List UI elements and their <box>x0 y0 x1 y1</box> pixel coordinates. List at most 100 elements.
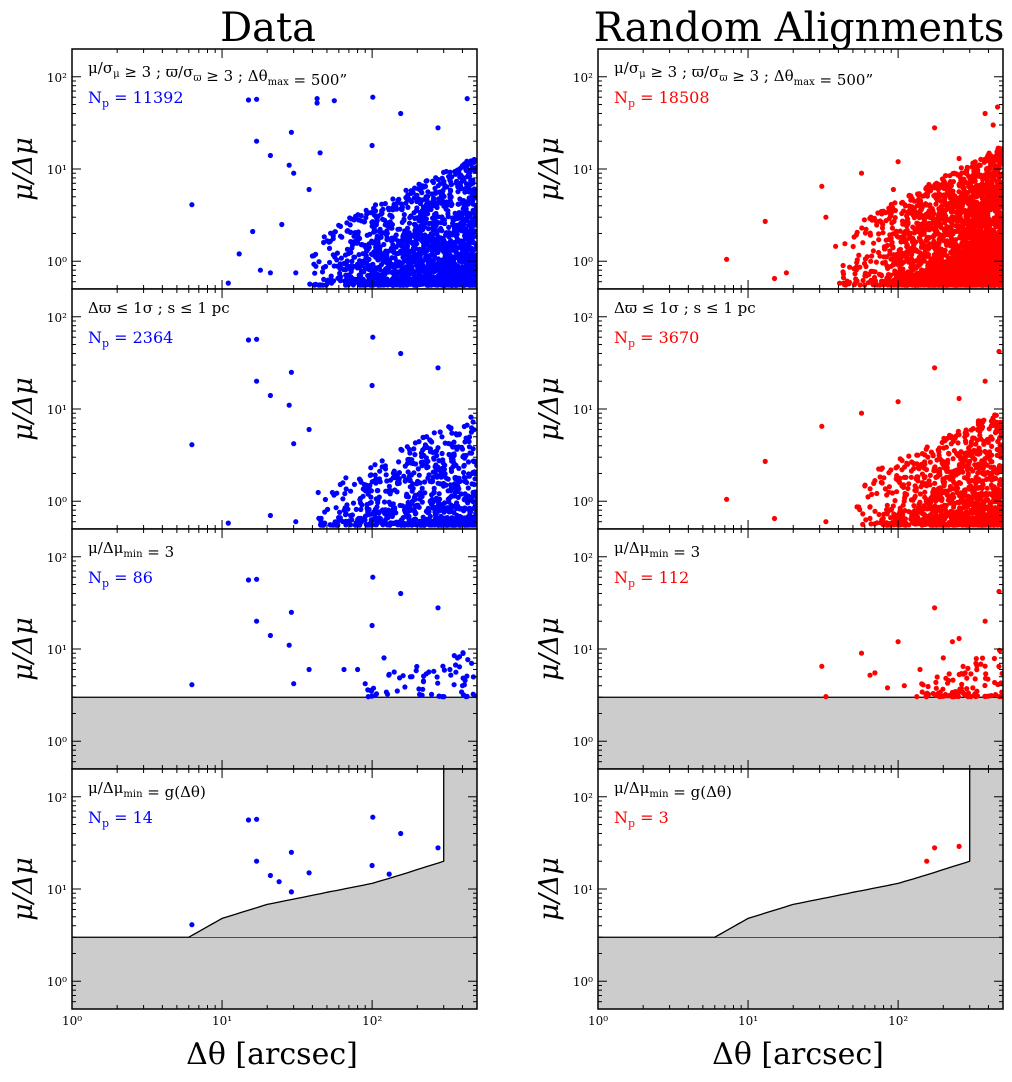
data-point <box>407 477 413 483</box>
data-point <box>449 505 455 511</box>
data-point <box>396 459 402 465</box>
data-point <box>458 491 464 497</box>
data-point <box>448 426 454 432</box>
data-point <box>457 174 463 180</box>
data-point <box>451 439 457 445</box>
data-point <box>337 509 343 515</box>
data-point <box>469 660 475 666</box>
data-point <box>445 476 451 482</box>
data-point <box>819 183 825 189</box>
x-tick-label: 10⁰ <box>62 1014 82 1028</box>
data-point <box>467 245 473 252</box>
data-point <box>458 186 464 192</box>
data-point <box>990 122 996 128</box>
data-point <box>386 871 392 877</box>
data-point <box>293 270 299 276</box>
data-point <box>471 239 477 246</box>
data-point <box>958 194 964 200</box>
data-point <box>414 481 420 487</box>
data-point <box>433 495 440 501</box>
data-point <box>861 217 868 223</box>
y-tick-label: 10⁰ <box>47 255 67 269</box>
data-point <box>864 254 870 260</box>
data-point <box>369 622 375 629</box>
data-point <box>406 446 412 453</box>
data-point <box>934 223 940 230</box>
data-point <box>427 437 433 443</box>
data-point <box>399 447 405 453</box>
data-point <box>461 216 467 222</box>
excluded-region-below-threshold <box>72 697 477 769</box>
data-point <box>359 502 365 508</box>
data-point <box>451 275 457 281</box>
data-point <box>448 494 454 500</box>
data-point <box>254 858 260 864</box>
data-point <box>306 666 312 673</box>
data-point <box>411 446 417 452</box>
data-point <box>465 506 472 512</box>
data-point <box>413 668 419 674</box>
data-point <box>373 691 380 697</box>
data-point <box>426 263 432 269</box>
data-point <box>340 518 346 525</box>
data-point <box>426 669 432 675</box>
data-point <box>435 183 441 189</box>
data-point <box>860 240 866 246</box>
data-point <box>245 817 252 823</box>
data-point <box>378 262 384 268</box>
data-point <box>423 267 429 273</box>
data-point <box>771 275 778 282</box>
data-point <box>363 215 369 221</box>
data-point <box>372 472 378 478</box>
data-point <box>254 96 260 102</box>
data-point <box>337 273 343 279</box>
data-point <box>947 173 953 179</box>
data-point <box>314 100 320 106</box>
data-point <box>313 263 319 269</box>
data-point <box>429 191 435 197</box>
data-point <box>407 215 413 221</box>
data-point <box>470 458 476 464</box>
data-point <box>424 465 430 471</box>
data-point <box>357 497 363 503</box>
data-point <box>373 265 379 271</box>
data-point <box>876 231 882 237</box>
data-point <box>389 520 395 526</box>
data-point <box>399 280 405 286</box>
data-point <box>348 249 354 256</box>
data-point <box>406 235 413 241</box>
data-point <box>860 277 866 284</box>
data-point <box>356 272 362 278</box>
data-point <box>443 257 449 263</box>
selection-condition: μ/Δμmin = 3 <box>88 539 174 561</box>
data-point <box>904 251 911 257</box>
data-point <box>339 234 345 240</box>
data-point <box>415 186 421 192</box>
data-point <box>393 203 399 209</box>
data-point <box>847 264 853 270</box>
data-point <box>369 238 375 244</box>
data-point <box>467 252 474 258</box>
data-point <box>360 486 366 492</box>
data-point <box>424 257 430 263</box>
data-point <box>423 178 429 184</box>
data-point <box>441 466 447 472</box>
data-point <box>915 192 922 198</box>
data-point <box>840 262 846 269</box>
data-point <box>422 490 428 496</box>
data-point <box>382 222 388 228</box>
data-point <box>404 254 410 260</box>
y-tick-label: 10² <box>47 311 67 325</box>
data-point <box>383 472 389 478</box>
data-point <box>421 673 427 679</box>
data-point <box>451 682 457 688</box>
data-point <box>254 618 260 624</box>
data-point <box>430 505 436 511</box>
data-point <box>332 229 338 235</box>
data-point <box>469 481 475 487</box>
data-point <box>459 200 465 206</box>
data-point <box>453 662 459 668</box>
data-point <box>405 469 411 475</box>
data-point <box>254 576 260 582</box>
